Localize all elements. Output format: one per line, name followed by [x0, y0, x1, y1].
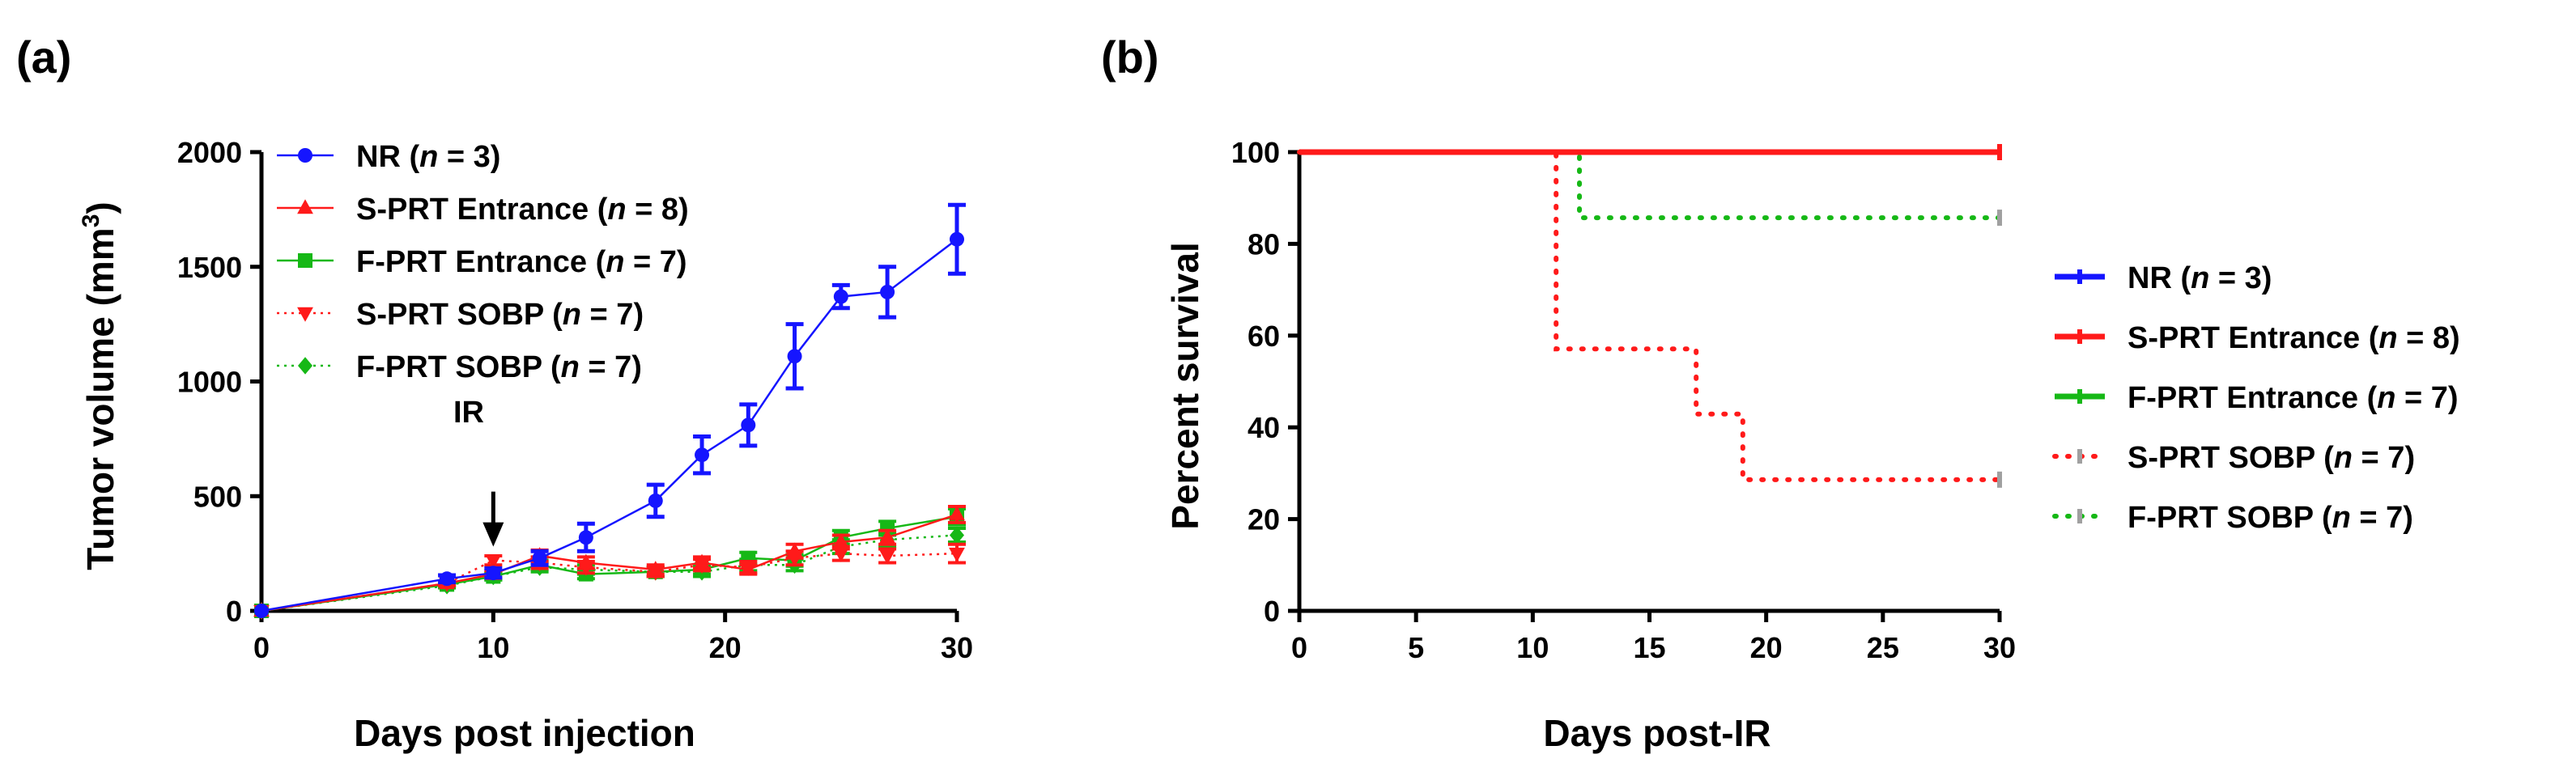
panel-b-x-tick-label: 0 — [1291, 631, 1307, 664]
legend-a-f-prt-entrance-label: F-PRT Entrance (n = 7) — [356, 245, 687, 279]
panel-b-y-axis-title: Percent survival — [1164, 242, 1206, 529]
legend-b-f-prt-entrance-label: F-PRT Entrance (n = 7) — [2128, 381, 2459, 415]
panel-b-y-tick-label: 100 — [1231, 136, 1280, 169]
km-s-prt-sobp-curve — [1297, 150, 2002, 482]
panel-b-x-tick-label: 30 — [1983, 631, 2016, 664]
panel-b-y-tick-label: 80 — [1248, 227, 1280, 261]
series-nr-point — [741, 417, 756, 433]
panel-b-y-tick-label: 0 — [1264, 595, 1280, 628]
series-s-prt-entrance-point — [832, 533, 849, 549]
series-nr-point — [787, 349, 802, 364]
series-nr-point — [833, 289, 848, 304]
panel-a-y-tick-label: 1000 — [177, 366, 242, 399]
panel-b-y-tick-label: 20 — [1248, 503, 1280, 536]
series-s-prt-entrance-point — [694, 553, 710, 569]
series-s-prt-entrance-point — [949, 506, 965, 521]
panel-a-legend: NR (n = 3) S-PRT Entrance (n = 8) F-PRT En… — [277, 140, 689, 384]
series-nr-point — [950, 231, 964, 247]
panel-b-x-tick-label: 10 — [1516, 631, 1549, 664]
panel-a-x-tick-label: 10 — [477, 631, 509, 664]
series-s-prt-entrance-point — [786, 542, 803, 557]
ir-annotation-label: IR — [453, 396, 484, 430]
series-nr-line — [261, 238, 958, 612]
series-s-prt-sobp-point — [485, 554, 502, 570]
series-nr-point — [254, 604, 269, 618]
legend-b-s-prt-entrance-label: S-PRT Entrance (n = 8) — [2128, 321, 2460, 355]
series-nr-point — [532, 550, 547, 566]
legend-a-s-prt-sobp-label: S-PRT SOBP (n = 7) — [356, 298, 644, 332]
panel-a-x-axis-title: Days post injection — [354, 712, 695, 754]
series-nr-point — [578, 530, 593, 545]
panel-a-x-tick-label: 20 — [709, 631, 742, 664]
series-s-prt-sobp-point — [879, 549, 895, 565]
series-f-prt-sobp-point — [950, 526, 964, 545]
panel-b-x-tick-label: 15 — [1633, 631, 1665, 664]
series-s-prt-entrance-point — [879, 528, 895, 544]
legend-a-f-prt-sobp-marker — [298, 357, 312, 375]
legend-a-s-prt-entrance-label: S-PRT Entrance (n = 8) — [356, 193, 689, 227]
panel-b-legend: NR (n = 3) S-PRT Entrance (n = 8) F-PRT En… — [2052, 261, 2460, 535]
panel-a-y-axis-title: Tumor volume (mm3) — [78, 201, 121, 570]
legend-a-s-prt-entrance-marker — [297, 199, 313, 214]
legend-b-nr-label: NR (n = 3) — [2128, 261, 2272, 295]
series-s-prt-sobp-line — [261, 552, 958, 612]
series-s-prt-entrance-point — [577, 553, 594, 569]
panel-a-y-axis-title-close: ) — [79, 201, 121, 214]
panel-a-label: (a) — [16, 32, 71, 83]
series-nr-point — [440, 571, 455, 587]
panel-a-y-axis-title-sup: 3 — [78, 214, 104, 228]
panel-a-y-tick-label: 500 — [193, 480, 242, 513]
legend-b-s-prt-sobp-label: S-PRT SOBP (n = 7) — [2128, 441, 2415, 475]
series-nr-point — [486, 566, 501, 581]
legend-a-f-prt-entrance-marker — [298, 253, 312, 268]
panel-b-label: (b) — [1101, 32, 1159, 83]
series-s-prt-sobp-point — [832, 547, 849, 562]
panel-b-y-tick-label: 40 — [1248, 411, 1280, 444]
legend-a-f-prt-sobp-label: F-PRT SOBP (n = 7) — [356, 350, 642, 384]
series-nr-point — [648, 493, 663, 508]
panel-b-x-axis-title: Days post-IR — [1543, 712, 1770, 754]
panel-a-x-tick-label: 0 — [253, 631, 270, 664]
panel-b-y-tick-label: 60 — [1248, 320, 1280, 353]
panel-a-y-tick-label: 2000 — [177, 136, 242, 169]
series-f-prt-entrance-line — [261, 515, 958, 612]
ir-arrow-head — [482, 522, 504, 547]
km-f-prt-sobp-curve — [1297, 150, 2002, 221]
panel-a-annotation: IR — [453, 396, 504, 547]
panel-b-x-tick-label: 20 — [1750, 631, 1783, 664]
panel-a-axes: 0 500 1000 1500 2000 0 10 20 30 — [177, 136, 973, 664]
series-nr-point — [880, 284, 895, 299]
series-s-prt-sobp-point — [949, 547, 965, 562]
legend-a-nr-marker — [298, 148, 312, 163]
series-nr-point — [695, 447, 710, 463]
series-s-prt-entrance-point — [647, 561, 664, 576]
panel-a-y-tick-label: 1500 — [177, 251, 242, 284]
panel-a-series — [253, 202, 966, 620]
panel-a-y-axis-title-main: Tumor volume (mm — [79, 227, 121, 570]
panel-b-x-tick-label: 25 — [1867, 631, 1899, 664]
series-s-prt-entrance-point — [740, 561, 757, 576]
panel-b-axes: 0 20 40 60 80 100 0 5 10 15 20 25 30 — [1231, 136, 2016, 664]
legend-a-nr-label: NR (n = 3) — [356, 140, 500, 174]
legend-b-f-prt-sobp-label: F-PRT SOBP (n = 7) — [2128, 501, 2413, 535]
panel-a-y-tick-label: 0 — [226, 595, 242, 628]
panel-b-x-tick-label: 5 — [1408, 631, 1424, 664]
panel-b-series — [1297, 144, 2002, 488]
panel-a-x-tick-label: 30 — [941, 631, 973, 664]
legend-a-s-prt-sobp-marker — [297, 307, 313, 322]
